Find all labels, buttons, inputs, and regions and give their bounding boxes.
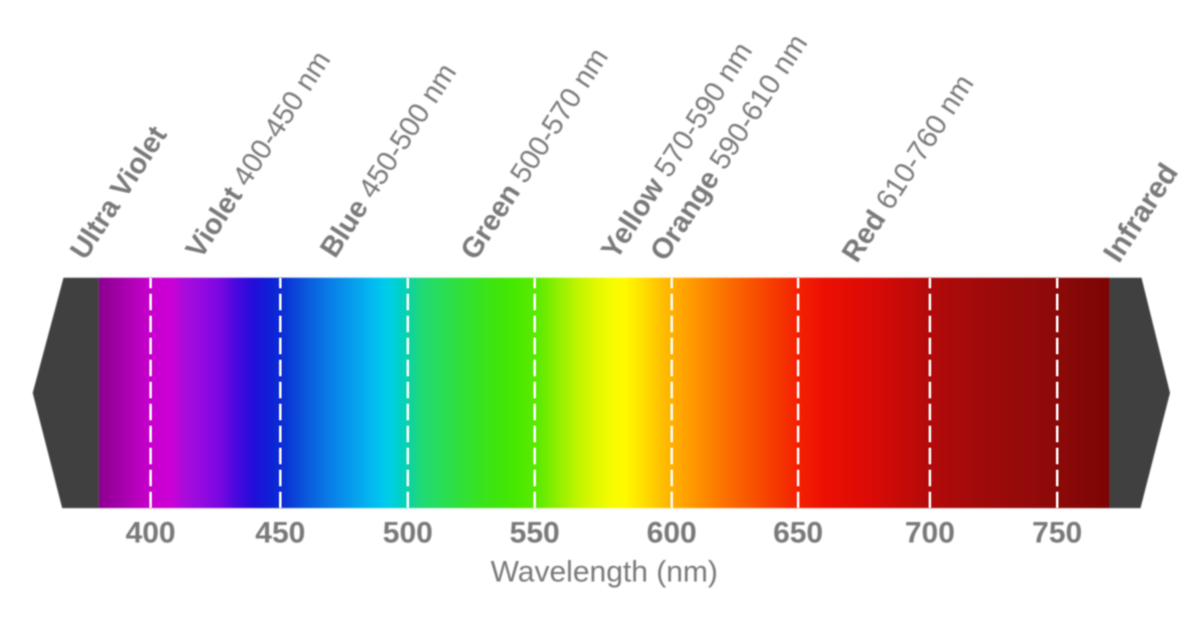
svg-text:750: 750 [1032, 517, 1082, 550]
svg-text:Wavelength (nm): Wavelength (nm) [491, 555, 718, 588]
svg-text:Violet 400-450 nm: Violet 400-450 nm [180, 46, 337, 264]
svg-text:400: 400 [126, 517, 176, 550]
svg-text:Red 610-760 nm: Red 610-760 nm [836, 69, 981, 268]
svg-text:600: 600 [647, 517, 697, 550]
svg-text:700: 700 [905, 517, 955, 550]
svg-text:Blue 450-500 nm: Blue 450-500 nm [314, 58, 463, 263]
svg-text:450: 450 [255, 517, 305, 550]
svg-text:550: 550 [510, 517, 560, 550]
svg-text:Ultra Violet: Ultra Violet [64, 120, 174, 265]
svg-text:Green 500-570 nm: Green 500-570 nm [455, 42, 615, 265]
svg-text:650: 650 [773, 517, 823, 550]
svg-text:500: 500 [383, 517, 433, 550]
svg-text:Infrared: Infrared [1097, 158, 1185, 268]
